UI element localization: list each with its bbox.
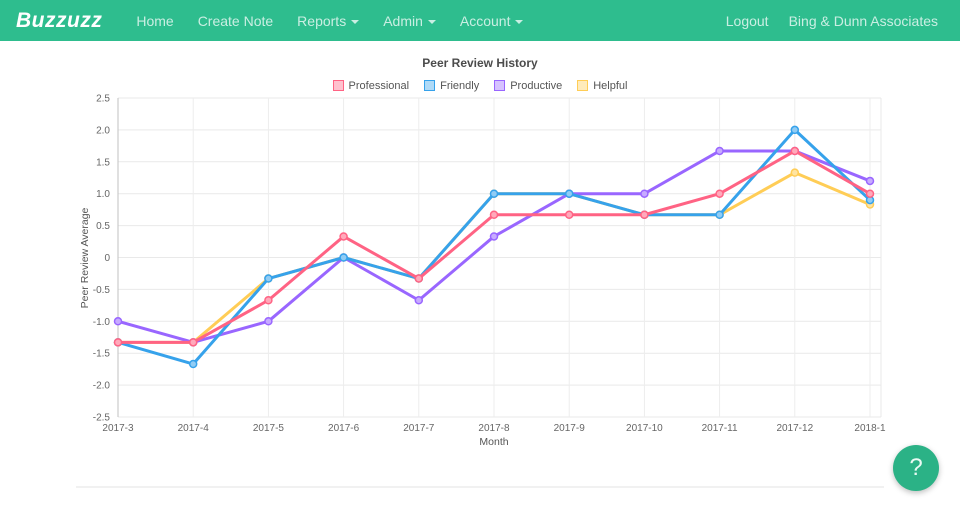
y-tick-label: -2.5 — [93, 413, 111, 424]
y-tick-label: 1.5 — [96, 157, 110, 168]
x-tick-label: 2017-4 — [178, 423, 210, 434]
nav-item-home[interactable]: Home — [136, 12, 174, 29]
legend-item-productive[interactable]: Productive — [494, 80, 562, 92]
legend-swatch-icon — [332, 80, 344, 91]
x-tick-label: 2018-1 — [854, 423, 886, 434]
y-tick-label: -1.0 — [93, 317, 111, 328]
legend-item-professional[interactable]: Professional — [332, 79, 410, 92]
data-point[interactable] — [489, 189, 499, 198]
data-point[interactable] — [113, 338, 123, 347]
legend-label: Helpful — [593, 79, 628, 92]
data-point[interactable] — [264, 295, 273, 305]
nav-item-account[interactable]: Account — [448, 13, 536, 29]
x-axis-title: Month — [479, 436, 508, 448]
data-point[interactable] — [790, 168, 800, 177]
nav-item-bing-dunn-associates[interactable]: Bing & Dunn Associates — [788, 12, 938, 29]
y-tick-label: -0.5 — [93, 285, 111, 296]
help-button[interactable]: ? — [893, 445, 939, 491]
data-point[interactable] — [414, 274, 424, 283]
data-point[interactable] — [414, 295, 424, 305]
y-tick-label: -2.0 — [93, 381, 111, 392]
legend-label: Friendly — [440, 79, 480, 92]
data-point[interactable] — [865, 176, 875, 186]
data-point[interactable] — [790, 125, 800, 135]
data-point[interactable] — [264, 274, 273, 283]
data-point[interactable] — [188, 338, 198, 347]
legend-label: Productive — [510, 79, 563, 92]
data-point[interactable] — [564, 210, 574, 220]
y-tick-label: 2.0 — [96, 125, 110, 136]
x-tick-label: 2017-12 — [776, 423, 813, 434]
x-tick-label: 2017-5 — [253, 423, 285, 434]
data-point[interactable] — [264, 317, 273, 326]
chart-legend: Professional Friendly Productive Helpful — [0, 79, 960, 92]
data-point[interactable] — [489, 210, 499, 220]
data-point[interactable] — [715, 146, 724, 156]
x-tick-label: 2017-10 — [626, 423, 663, 434]
nav-item-reports[interactable]: Reports — [285, 13, 371, 29]
nav-menu-right: Logout Bing & Dunn Associates — [716, 13, 948, 29]
x-tick-label: 2017-7 — [403, 423, 435, 434]
series-professional — [113, 146, 875, 347]
data-point[interactable] — [715, 189, 724, 198]
line-chart: 2.52.01.51.00.50-0.5-1.0-1.5-2.0-2.52017… — [79, 94, 886, 448]
chart-gridlines — [117, 97, 882, 418]
y-tick-label: 1.0 — [96, 189, 110, 200]
nav-item-logout[interactable]: Logout — [725, 12, 769, 29]
data-point[interactable] — [790, 146, 800, 156]
data-point[interactable] — [113, 317, 123, 326]
chart-series — [113, 125, 875, 369]
data-point[interactable] — [564, 189, 574, 198]
x-tick-label: 2017-11 — [702, 423, 738, 434]
data-point[interactable] — [640, 210, 649, 220]
chevron-down-icon — [515, 19, 524, 24]
x-tick-label: 2017-8 — [478, 423, 510, 434]
footer-divider — [76, 486, 884, 488]
chart-title: Peer Review History — [422, 56, 538, 70]
legend-swatch-icon — [577, 80, 589, 91]
y-tick-label: 2.5 — [96, 94, 110, 105]
legend-label: Professional — [348, 79, 410, 92]
legend-swatch-icon — [494, 80, 506, 91]
legend-item-friendly[interactable]: Friendly — [424, 80, 479, 92]
nav-item-admin[interactable]: Admin — [371, 13, 448, 29]
data-point[interactable] — [715, 210, 724, 220]
legend-swatch-icon — [424, 80, 436, 91]
brand-logo[interactable]: Buzzuzz — [16, 8, 103, 32]
data-point[interactable] — [640, 189, 649, 198]
chevron-down-icon — [427, 19, 436, 24]
chart-card: Peer Review History Professional Friendly… — [0, 56, 960, 456]
data-point[interactable] — [188, 359, 198, 369]
data-point[interactable] — [489, 232, 499, 241]
chevron-down-icon — [351, 19, 360, 24]
chart-axis-ticks: 2.52.01.51.00.50-0.5-1.0-1.5-2.0-2.52017… — [93, 94, 886, 434]
x-tick-label: 2017-6 — [328, 423, 360, 434]
y-tick-label: -1.5 — [93, 349, 111, 360]
data-point[interactable] — [865, 189, 875, 198]
navbar: Buzzuzz Home Create Note Reports Admin Accou… — [0, 0, 960, 41]
nav-menu: Home Create Note Reports Admin Account — [124, 13, 715, 29]
x-tick-label: 2017-9 — [554, 423, 586, 434]
x-tick-label: 2017-3 — [102, 423, 134, 434]
y-tick-label: 0 — [104, 253, 110, 264]
y-axis-title: Peer Review Average — [79, 207, 91, 308]
legend-item-helpful[interactable]: Helpful — [577, 80, 627, 92]
nav-item-create-note[interactable]: Create Note — [197, 12, 274, 29]
y-tick-label: 0.5 — [96, 221, 110, 232]
data-point[interactable] — [339, 253, 348, 262]
data-point[interactable] — [339, 232, 348, 241]
